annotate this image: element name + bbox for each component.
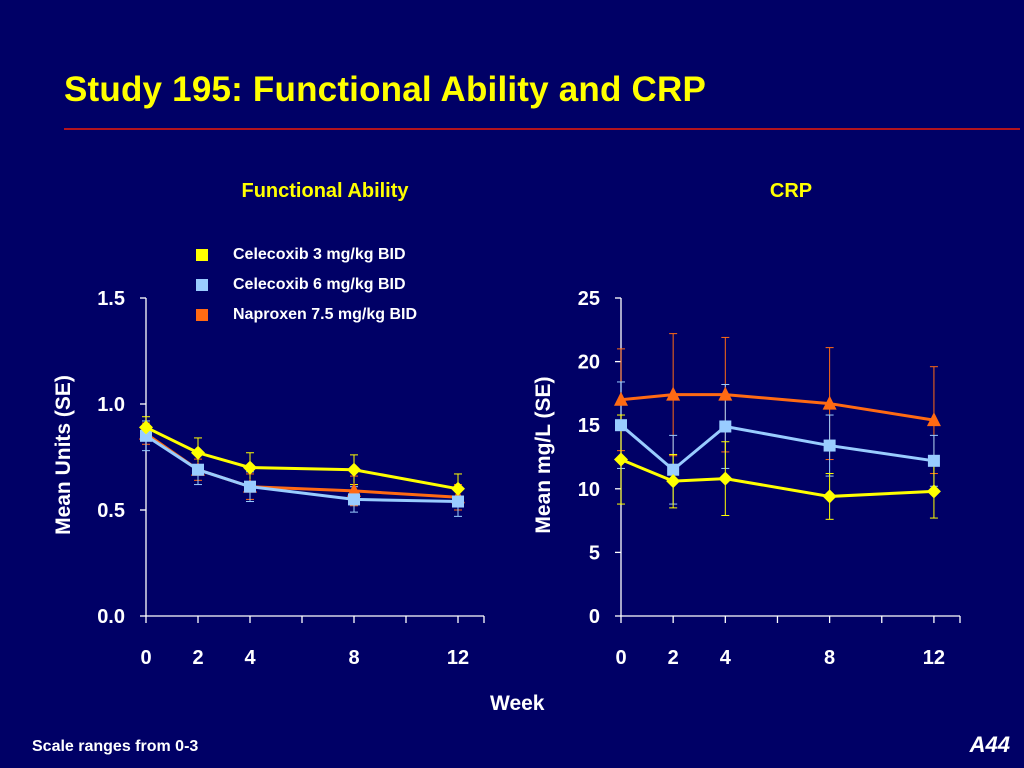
x-axis-title: Week bbox=[490, 692, 545, 715]
crp-point-marker bbox=[615, 419, 627, 432]
fa-y-tick-label: 0.0 bbox=[97, 606, 125, 628]
crp-point-marker bbox=[719, 420, 732, 433]
title-divider bbox=[64, 128, 1020, 130]
crp-point-marker bbox=[666, 386, 681, 401]
crp-point-marker bbox=[614, 391, 628, 406]
crp-y-tick-label: 25 bbox=[578, 288, 600, 310]
crp-y-tick-label: 5 bbox=[589, 542, 600, 564]
fa-point-marker bbox=[191, 445, 205, 460]
crp-point-marker bbox=[718, 471, 733, 486]
fa-point-marker bbox=[244, 480, 256, 493]
slide-title: Study 195: Functional Ability and CRP bbox=[64, 70, 706, 109]
crp-y-tick-label: 10 bbox=[578, 479, 600, 501]
fa-x-tick-label: 2 bbox=[192, 647, 203, 669]
legend-item-naproxen: Naproxen 7.5 mg/kg BID bbox=[196, 300, 417, 330]
crp-point-marker bbox=[718, 386, 733, 401]
fa-point-marker bbox=[452, 495, 464, 508]
fa-y-tick-label: 1.5 bbox=[97, 288, 125, 310]
crp-point-marker bbox=[823, 439, 836, 452]
legend-label: Naproxen 7.5 mg/kg BID bbox=[233, 306, 418, 323]
crp-y-axis-title: Mean mg/L (SE) bbox=[532, 376, 555, 533]
crp-y-tick-label: 20 bbox=[578, 352, 600, 374]
crp-point-marker bbox=[666, 474, 681, 489]
fa-x-tick-label: 8 bbox=[348, 647, 359, 669]
crp-x-tick-label: 8 bbox=[824, 647, 835, 669]
fa-y-tick-label: 0.5 bbox=[97, 500, 125, 522]
legend-swatch bbox=[196, 249, 208, 261]
crp-point-marker bbox=[926, 412, 941, 427]
fa-point-marker bbox=[140, 429, 152, 442]
fa-y-tick-label: 1.0 bbox=[97, 394, 125, 416]
fa-point-marker bbox=[192, 463, 204, 476]
footnote: Scale ranges from 0-3 bbox=[32, 738, 199, 755]
legend-swatch bbox=[196, 279, 208, 291]
legend-item-celecoxib-3: Celecoxib 3 mg/kg BID bbox=[196, 240, 417, 270]
crp-y-tick-label: 15 bbox=[578, 415, 600, 437]
legend-swatch bbox=[196, 309, 208, 321]
fa-point-marker bbox=[243, 460, 257, 475]
slide-number: A44 bbox=[969, 732, 1010, 757]
crp-point-marker bbox=[614, 452, 628, 467]
fa-point-marker bbox=[347, 462, 361, 477]
crp-point-marker bbox=[927, 454, 940, 467]
crp-point-marker bbox=[926, 484, 941, 499]
legend-item-celecoxib-6: Celecoxib 6 mg/kg BID bbox=[196, 270, 417, 300]
crp-point-marker bbox=[822, 395, 837, 410]
fa-point-marker bbox=[348, 493, 360, 506]
legend-label: Celecoxib 3 mg/kg BID bbox=[233, 246, 406, 263]
fa-point-marker bbox=[139, 420, 153, 435]
crp-point-marker bbox=[822, 489, 837, 504]
crp-x-tick-label: 2 bbox=[668, 647, 679, 669]
chart-title-crp: CRP bbox=[769, 180, 813, 202]
chart-title-functional-ability: Functional Ability bbox=[241, 180, 409, 202]
fa-point-marker bbox=[451, 481, 465, 496]
crp-point-marker bbox=[667, 463, 680, 476]
crp-series-line bbox=[620, 424, 935, 472]
crp-x-tick-label: 12 bbox=[923, 647, 945, 669]
legend: Celecoxib 3 mg/kg BID Celecoxib 6 mg/kg … bbox=[196, 240, 417, 330]
crp-x-tick-label: 4 bbox=[720, 647, 732, 669]
crp-y-tick-label: 0 bbox=[589, 606, 600, 628]
fa-series-line bbox=[145, 425, 459, 491]
fa-x-tick-label: 12 bbox=[447, 647, 469, 669]
fa-y-axis-title: Mean Units (SE) bbox=[52, 375, 75, 535]
fa-x-tick-label: 0 bbox=[140, 647, 151, 669]
fa-x-tick-label: 4 bbox=[244, 647, 256, 669]
crp-x-tick-label: 0 bbox=[615, 647, 626, 669]
legend-label: Celecoxib 6 mg/kg BID bbox=[233, 276, 406, 293]
